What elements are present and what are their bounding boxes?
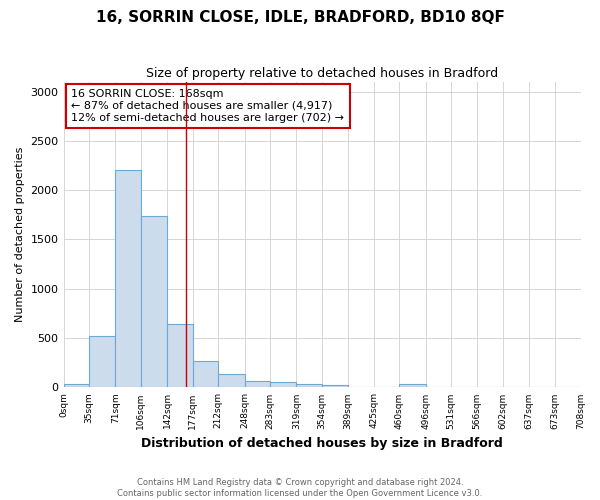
Bar [167, 324, 193, 388]
Bar [64, 384, 89, 388]
Bar [115, 170, 141, 388]
Bar [218, 374, 245, 388]
Bar [270, 382, 296, 388]
X-axis label: Distribution of detached houses by size in Bradford: Distribution of detached houses by size … [141, 437, 503, 450]
Bar [296, 384, 322, 388]
Y-axis label: Number of detached properties: Number of detached properties [15, 147, 25, 322]
Bar [245, 380, 270, 388]
Bar [141, 216, 167, 388]
Bar [322, 385, 347, 388]
Text: 16, SORRIN CLOSE, IDLE, BRADFORD, BD10 8QF: 16, SORRIN CLOSE, IDLE, BRADFORD, BD10 8… [95, 10, 505, 25]
Bar [193, 361, 218, 388]
Bar [89, 336, 115, 388]
Text: Contains HM Land Registry data © Crown copyright and database right 2024.
Contai: Contains HM Land Registry data © Crown c… [118, 478, 482, 498]
Title: Size of property relative to detached houses in Bradford: Size of property relative to detached ho… [146, 68, 498, 80]
Bar [400, 384, 426, 388]
Text: 16 SORRIN CLOSE: 168sqm
← 87% of detached houses are smaller (4,917)
12% of semi: 16 SORRIN CLOSE: 168sqm ← 87% of detache… [71, 90, 344, 122]
